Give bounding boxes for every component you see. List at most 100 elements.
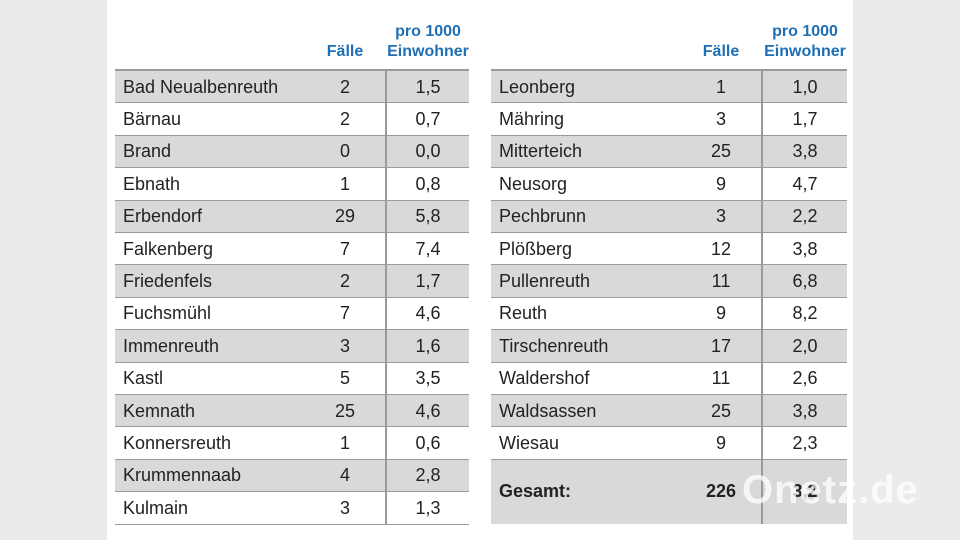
cases-cell: 5 [339,368,350,389]
name-cell: Pullenreuth [499,271,591,292]
row [491,395,847,428]
name-cell: Bad Neualbenreuth [123,76,279,97]
header-rate: pro 1000 [395,23,461,40]
name-cell: Friedenfels [123,271,213,292]
row [115,233,469,266]
cases-cell: 25 [710,400,732,421]
name-cell: Konnersreuth [123,433,232,454]
name-cell: Wiesau [499,433,560,454]
row [115,427,469,460]
row [115,168,469,201]
row [491,427,847,460]
cases-cell: 9 [715,173,726,194]
name-cell: Bärnau [123,109,182,130]
name-cell: Ebnath [123,173,181,194]
name-cell: Neusorg [499,173,568,194]
name-cell: Mähring [499,109,565,130]
row [115,330,469,363]
cases-cell: 9 [715,433,726,454]
rate-cell: 0,0 [415,141,441,162]
rate-cell: 2,6 [792,368,818,389]
row-top [491,69,847,71]
row [491,297,847,331]
name-cell: Fuchsmühl [123,303,212,324]
name-cell: Erbendorf [123,206,203,227]
rate-cell: 2,0 [792,335,818,356]
row [115,297,469,331]
rate-cell: 2,3 [792,433,818,454]
rate-cell: 1,5 [415,76,441,97]
rate-cell: 4,6 [415,303,441,324]
cases-cell: 9 [715,303,726,324]
total-row [491,459,847,524]
name-cell: Leonberg [499,76,576,97]
row [115,135,469,169]
rate-cell: 3,8 [792,141,818,162]
name-cell: Falkenberg [123,238,214,259]
row [491,135,847,169]
rate-cell: 3,5 [415,368,441,389]
name-cell: Immenreuth [123,335,220,356]
row [115,362,469,395]
row [115,395,469,428]
rate-cell: 0,6 [415,433,441,454]
cases-cell: 3 [715,109,726,130]
rate-cell: 2,2 [792,206,818,227]
row [115,492,469,525]
rate-cell: 1,0 [792,76,818,97]
name-cell: Plößberg [499,238,573,259]
cases-cell: 2 [339,271,350,292]
name-cell: Krummennaab [123,465,242,486]
cases-cell: 1 [339,433,350,454]
rate-cell: 4,7 [792,173,818,194]
name-cell: Reuth [499,303,548,324]
name-cell: Kemnath [123,400,196,421]
name-cell: Waldershof [499,368,590,389]
name-cell: Waldsassen [499,400,597,421]
header-rate: pro 1000 [772,23,838,40]
rate-cell: 1,3 [415,497,441,518]
cases-cell: 29 [334,206,356,227]
cases-cell: 1 [339,173,350,194]
rate-cell: 8,2 [792,303,818,324]
rate-cell: 0,8 [415,173,441,194]
column-divider [385,71,387,525]
cases-cell: 7 [339,238,350,259]
total-rate: 3,2 [792,481,818,502]
rate-cell: 4,6 [415,400,441,421]
row [115,265,469,298]
cases-cell: 12 [710,238,732,259]
name-cell: Pechbrunn [499,206,587,227]
header-rate: Einwohner [764,43,846,60]
rate-cell: 6,8 [792,271,818,292]
rate-cell: 0,7 [415,109,441,130]
cases-cell: 3 [339,497,350,518]
cases-cell: 4 [339,465,350,486]
rate-cell: 2,8 [415,465,441,486]
rate-cell: 1,6 [415,335,441,356]
row [491,233,847,266]
row [491,330,847,363]
cases-cell: 2 [339,76,350,97]
row [491,265,847,298]
cases-cell: 25 [710,141,732,162]
name-cell: Tirschenreuth [499,335,609,356]
cases-cell: 3 [339,335,350,356]
row [115,71,469,104]
row [491,200,847,233]
row [115,103,469,136]
cases-cell: 0 [339,141,350,162]
cases-cell: 25 [334,400,356,421]
name-cell: Mitterteich [499,141,583,162]
name-cell: Kulmain [123,497,189,518]
row [491,168,847,201]
rate-cell: 3,8 [792,238,818,259]
cases-cell: 17 [710,335,732,356]
row [491,362,847,395]
cases-cell: 11 [711,271,731,292]
cases-cell: 11 [711,368,731,389]
header-cases: Fälle [702,43,740,60]
column-divider [761,71,763,524]
header-cases: Fälle [326,43,364,60]
